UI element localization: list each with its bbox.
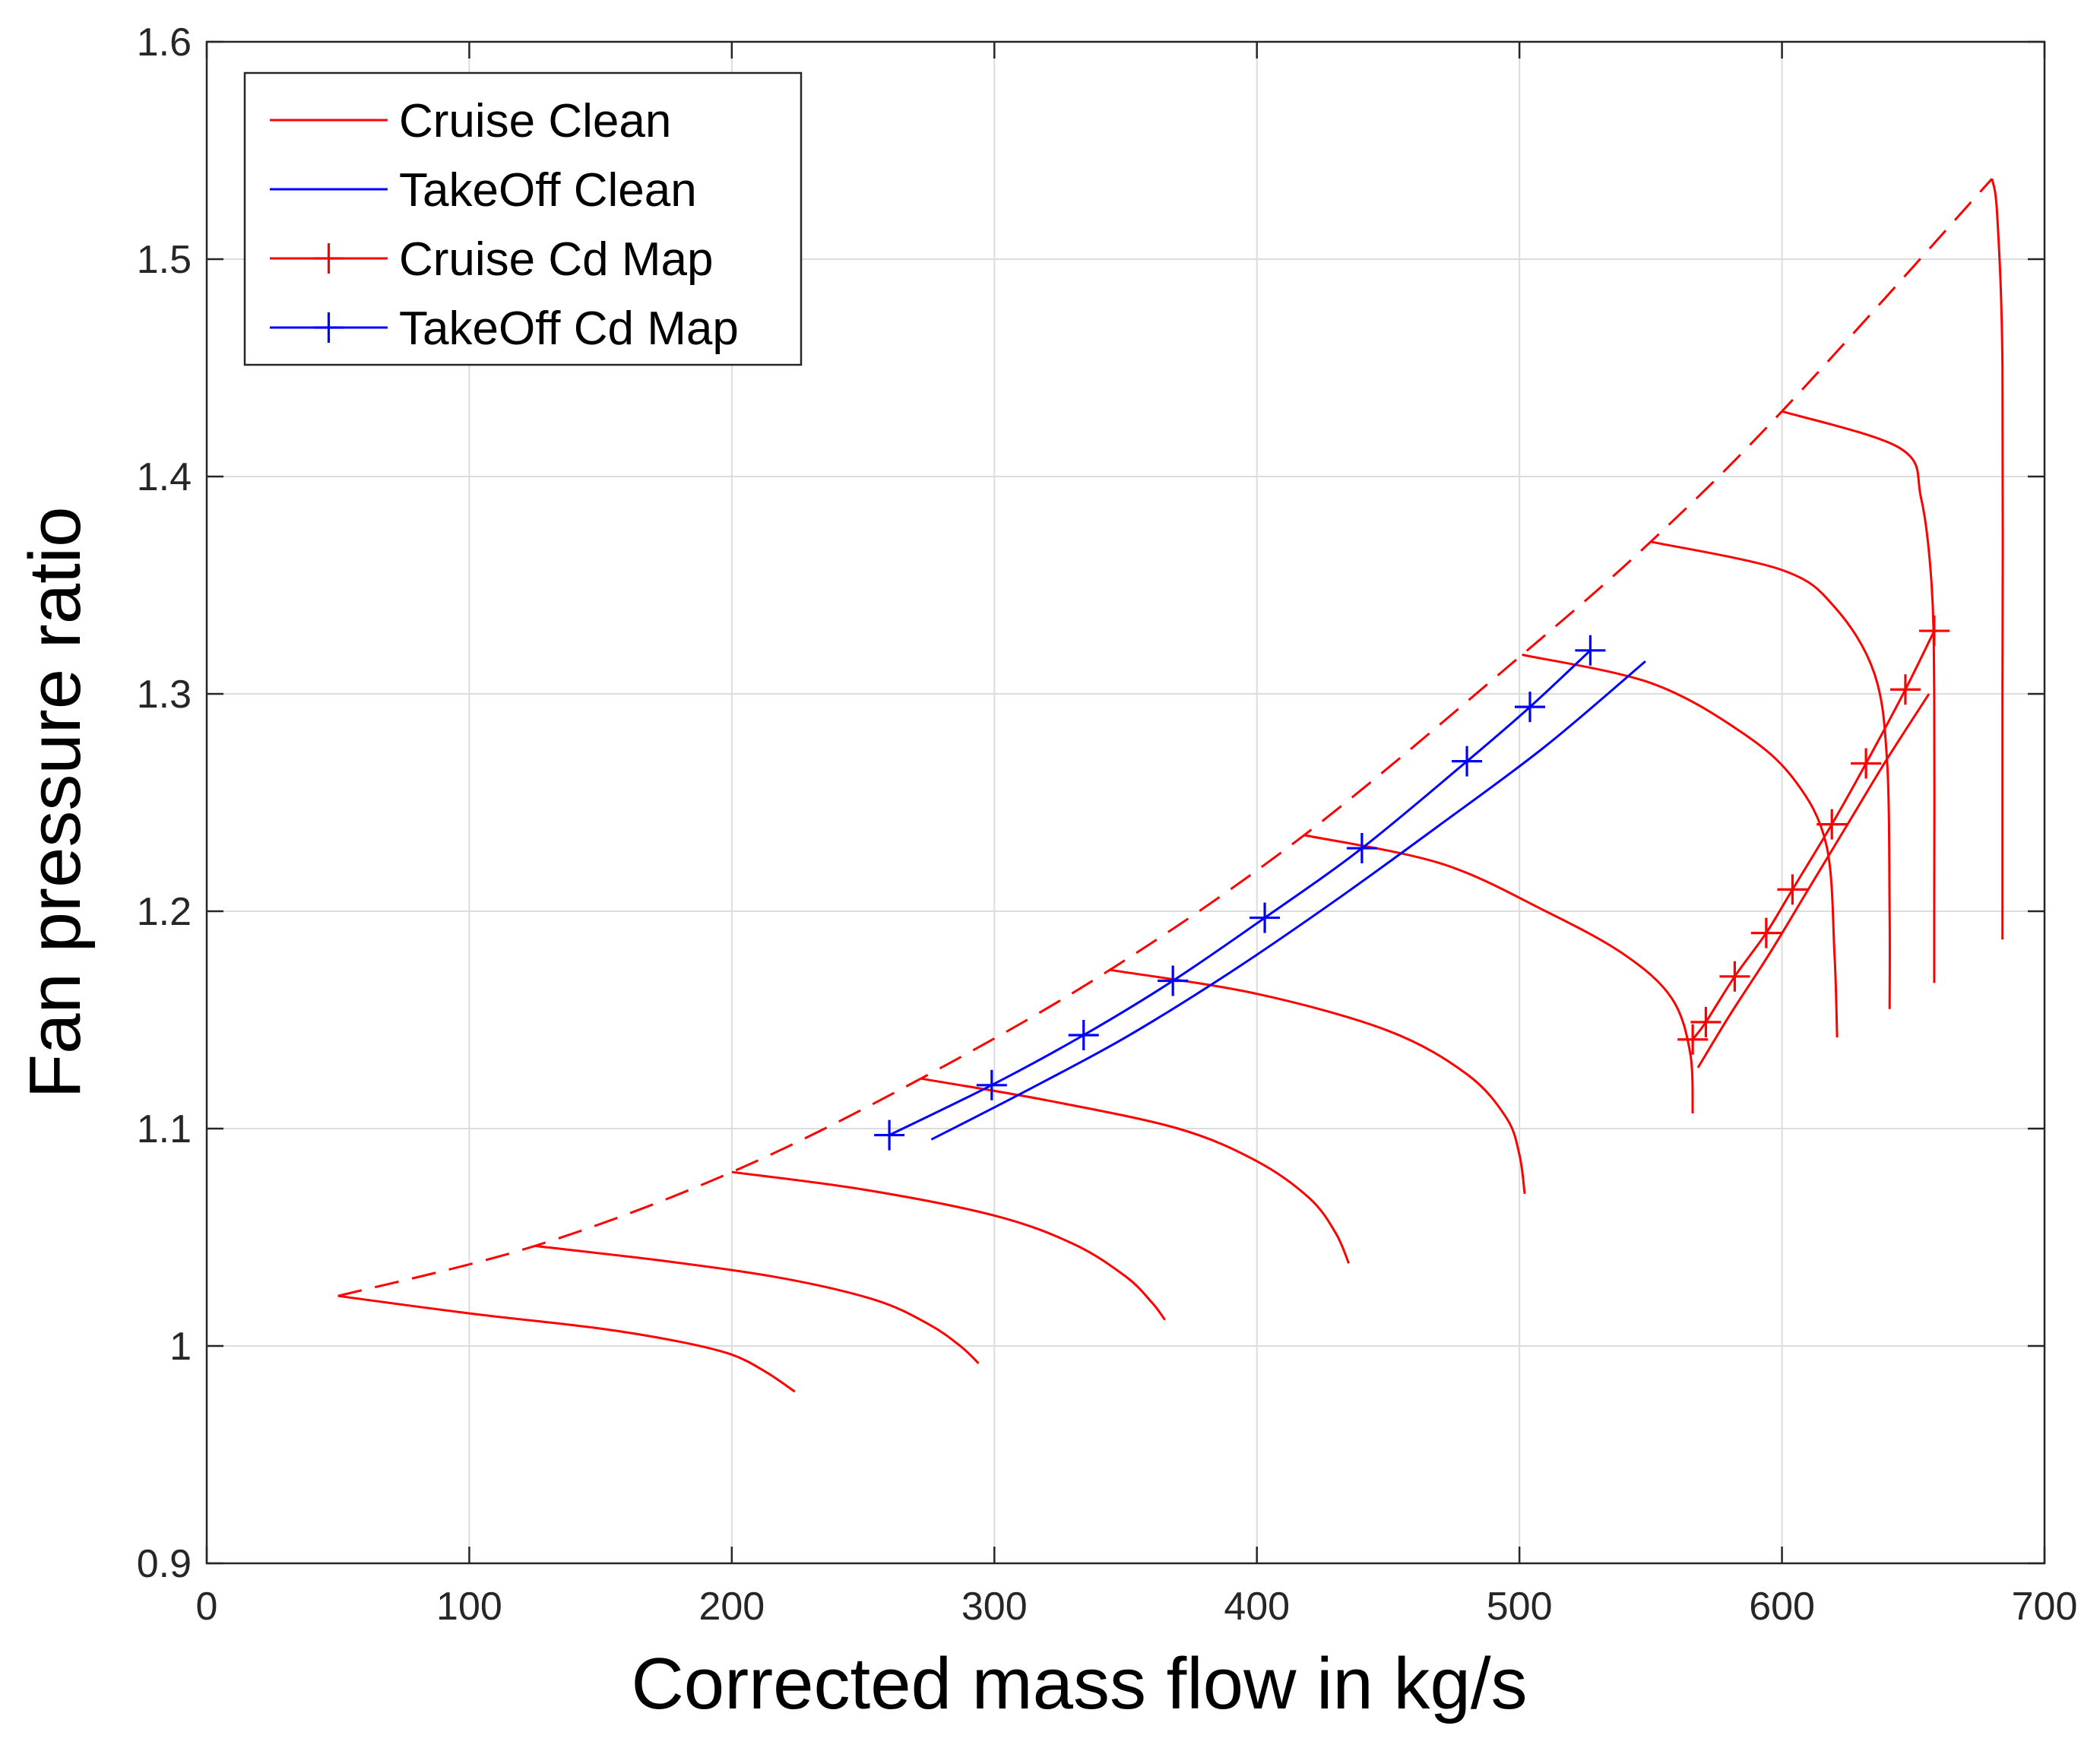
speed-line	[1303, 834, 1694, 1114]
x-tick-label: 500	[1487, 1585, 1553, 1629]
cruise-cd-map-line	[1691, 630, 1936, 1040]
legend-label-takeoff-clean: TakeOff Clean	[399, 164, 697, 217]
legend-label-takeoff-cd-map: TakeOff Cd Map	[399, 302, 739, 355]
cruise-cd-map-point	[1777, 874, 1808, 905]
y-tick-label: 0.9	[137, 1542, 192, 1586]
speed-line	[1650, 540, 1891, 1009]
speed-line	[337, 1294, 796, 1393]
cruise-cd-map-point	[1918, 616, 1950, 647]
grid	[207, 42, 2045, 1563]
legend-label-cruise-cd-map: Cruise Cd Map	[399, 233, 713, 286]
surge-line	[337, 178, 1994, 1297]
y-tick-label: 1.1	[137, 1107, 192, 1151]
x-tick-label: 600	[1749, 1585, 1815, 1629]
cruise-cd-map-point	[1677, 1024, 1709, 1055]
x-axis-label: Corrected mass flow in kg/s	[631, 1643, 1527, 1724]
cruise-cd-map-point	[1719, 961, 1750, 992]
speed-line	[920, 1077, 1350, 1264]
legend-marker-cruise-cd-map	[313, 243, 344, 274]
legend: Cruise Clean TakeOff Clean Cruise Cd Map Ta…	[243, 71, 803, 366]
takeoff-clean-line	[930, 660, 1646, 1141]
takeoff-cd-map-point	[1575, 635, 1606, 666]
y-tick-label: 1.6	[137, 21, 192, 65]
takeoff-cd-map-point	[1514, 692, 1545, 723]
cruise-cd-map-point	[1690, 1006, 1721, 1037]
axes-frame	[205, 40, 2046, 1565]
x-tick-label: 400	[1224, 1585, 1290, 1629]
y-tick-label: 1.4	[137, 455, 192, 499]
takeoff-cd-map-point	[1250, 902, 1281, 933]
cruise-cd-map-point	[1817, 809, 1848, 840]
y-tick-label: 1	[169, 1325, 192, 1369]
x-tick-label: 300	[961, 1585, 1028, 1629]
x-tick-label: 200	[698, 1585, 765, 1629]
takeoff-cd-map-point	[1346, 833, 1377, 864]
takeoff-cd-map-point	[1068, 1020, 1099, 1051]
speed-line	[1991, 178, 2004, 940]
y-tick-label: 1.5	[137, 238, 192, 282]
speed-line	[534, 1244, 980, 1364]
y-tick-label: 1.3	[137, 673, 192, 717]
takeoff-cd-map-point	[1452, 746, 1483, 777]
x-tick-label: 100	[436, 1585, 502, 1629]
speed-line	[1110, 968, 1526, 1195]
cruise-cd-map-point	[1750, 917, 1782, 948]
takeoff-cd-map-point	[1158, 965, 1189, 996]
takeoff-cd-map-point	[976, 1069, 1007, 1100]
takeoff-cd-map-point	[874, 1119, 905, 1151]
cruise-cd-map-point	[1889, 674, 1921, 705]
x-tick-label: 700	[2012, 1585, 2078, 1629]
speed-line	[731, 1170, 1167, 1321]
legend-label-cruise-clean: Cruise Clean	[399, 95, 671, 147]
y-tick-label: 1.2	[137, 890, 192, 934]
cruise-clean-line	[1696, 693, 1931, 1069]
y-axis-label: Fan pressure ratio	[14, 506, 96, 1098]
speed-line	[1522, 654, 1839, 1037]
x-tick-label: 0	[196, 1585, 218, 1629]
legend-box	[243, 71, 803, 366]
cruise-cd-map-point	[1851, 748, 1882, 779]
data-curves	[337, 178, 2004, 1393]
speed-line	[1782, 410, 1936, 983]
legend-marker-takeoff-cd-map	[313, 312, 344, 343]
axis-ticks: 0 100 200 300 400 500 600 700 0.9 1 1.1 1.2 1.3 1.4 1.…	[137, 21, 2078, 1629]
